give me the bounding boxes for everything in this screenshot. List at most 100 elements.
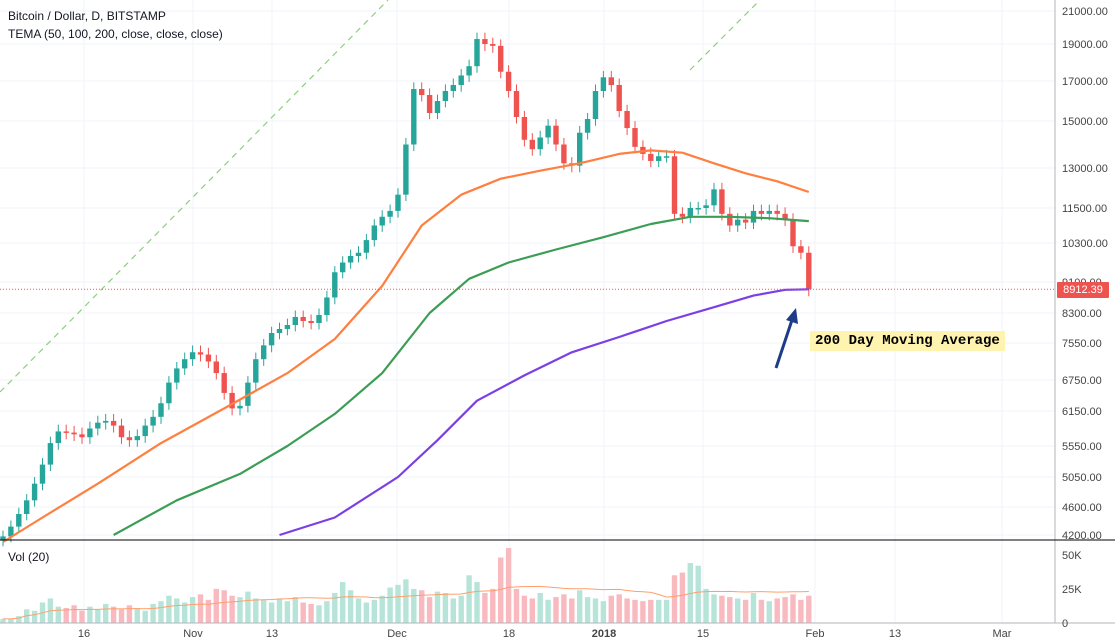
candle xyxy=(498,45,504,72)
candle xyxy=(537,137,543,150)
candle xyxy=(711,189,717,206)
candle xyxy=(505,71,512,91)
volume-bar xyxy=(624,598,630,623)
volume-ma-line xyxy=(3,585,809,620)
arrow-shaft xyxy=(774,319,794,369)
volume-bar xyxy=(158,601,164,623)
volume-bar xyxy=(150,603,156,623)
volume-bar xyxy=(103,603,109,623)
x-tick-label: 18 xyxy=(503,628,515,640)
symbol-title[interactable]: Bitcoin / Dollar, D, BITSTAMP xyxy=(8,9,166,23)
candle xyxy=(87,428,93,438)
volume-bar xyxy=(656,599,662,623)
volume-bar xyxy=(189,597,196,623)
volume-bar xyxy=(577,590,583,623)
candle xyxy=(197,352,204,355)
y-tick-label: 4600.00 xyxy=(1062,502,1102,514)
candle xyxy=(656,156,662,161)
candle xyxy=(134,436,140,441)
x-tick-label: 13 xyxy=(889,628,901,640)
volume-bar xyxy=(790,594,796,623)
x-tick-label: Dec xyxy=(387,628,407,640)
volume-bar xyxy=(711,594,717,623)
volume-bar xyxy=(537,593,543,623)
volume-bar xyxy=(474,582,480,623)
candle xyxy=(95,422,101,429)
volume-bar xyxy=(561,594,567,623)
candle xyxy=(458,75,464,85)
ma-line xyxy=(2,149,810,543)
candle xyxy=(189,352,196,360)
y-tick-label: 5050.00 xyxy=(1062,472,1102,484)
candle xyxy=(332,272,338,298)
candle xyxy=(766,210,772,214)
candle xyxy=(600,77,607,91)
candle xyxy=(16,514,22,527)
y-tick-label: 15000.00 xyxy=(1062,116,1108,128)
volume-bar xyxy=(355,598,362,623)
volume-bar xyxy=(340,582,346,623)
volume-bar xyxy=(490,588,496,623)
indicator-legend[interactable]: TEMA (50, 100, 200, close, close, close) xyxy=(8,27,223,41)
volume-tick-label: 50K xyxy=(1062,550,1082,562)
volume-bar xyxy=(806,595,812,623)
volume-bar xyxy=(411,588,417,623)
y-tick-label: 7550.00 xyxy=(1062,338,1102,350)
y-tick-label: 19000.00 xyxy=(1062,39,1108,51)
volume-bar xyxy=(174,598,180,623)
volume-bar xyxy=(300,602,306,623)
candle xyxy=(742,219,749,223)
arrow-head xyxy=(786,308,798,324)
volume-bar xyxy=(679,572,686,623)
candle xyxy=(0,536,6,541)
volume-bar xyxy=(450,598,456,623)
volume-bar xyxy=(632,599,638,623)
y-tick-label: 21000.00 xyxy=(1062,6,1108,18)
volume-bar xyxy=(292,597,298,623)
candle xyxy=(324,297,330,315)
candle xyxy=(308,321,314,323)
candle xyxy=(268,333,275,346)
candle xyxy=(529,139,535,150)
candle xyxy=(450,85,456,91)
y-tick-label: 10300.00 xyxy=(1062,238,1108,250)
candle xyxy=(695,208,701,210)
volume-bar xyxy=(735,598,741,623)
volume-bar xyxy=(110,606,117,623)
volume-bar xyxy=(521,595,528,623)
candle xyxy=(276,329,283,333)
x-tick-label: Feb xyxy=(806,628,825,640)
volume-bar xyxy=(766,601,772,623)
volume-legend[interactable]: Vol (20) xyxy=(8,550,50,564)
volume-bar xyxy=(387,587,393,623)
candle xyxy=(703,205,709,208)
volume-bar xyxy=(640,601,646,623)
candle xyxy=(118,425,125,438)
volume-bar xyxy=(419,590,425,623)
candle xyxy=(561,144,567,164)
candle xyxy=(174,368,180,383)
volume-bar xyxy=(616,594,622,623)
candle xyxy=(474,39,480,67)
volume-bar xyxy=(663,599,670,623)
candle xyxy=(347,256,354,263)
x-tick-label: 13 xyxy=(266,628,278,640)
volume-bar xyxy=(395,584,401,623)
candle xyxy=(403,144,409,195)
candle xyxy=(608,77,614,85)
candle xyxy=(379,216,385,226)
annotation-label[interactable]: 200 Day Moving Average xyxy=(810,331,1005,351)
annotation-arrow xyxy=(774,308,798,369)
candle xyxy=(47,443,54,465)
volume-bar xyxy=(742,599,749,623)
volume-bar xyxy=(482,593,488,623)
candle xyxy=(774,210,780,214)
candle xyxy=(648,153,654,161)
candle xyxy=(110,420,117,426)
volume-bar xyxy=(371,599,377,623)
candle xyxy=(79,434,85,438)
ma-line xyxy=(279,288,809,537)
candle xyxy=(735,219,741,226)
volume-bar xyxy=(182,602,188,623)
